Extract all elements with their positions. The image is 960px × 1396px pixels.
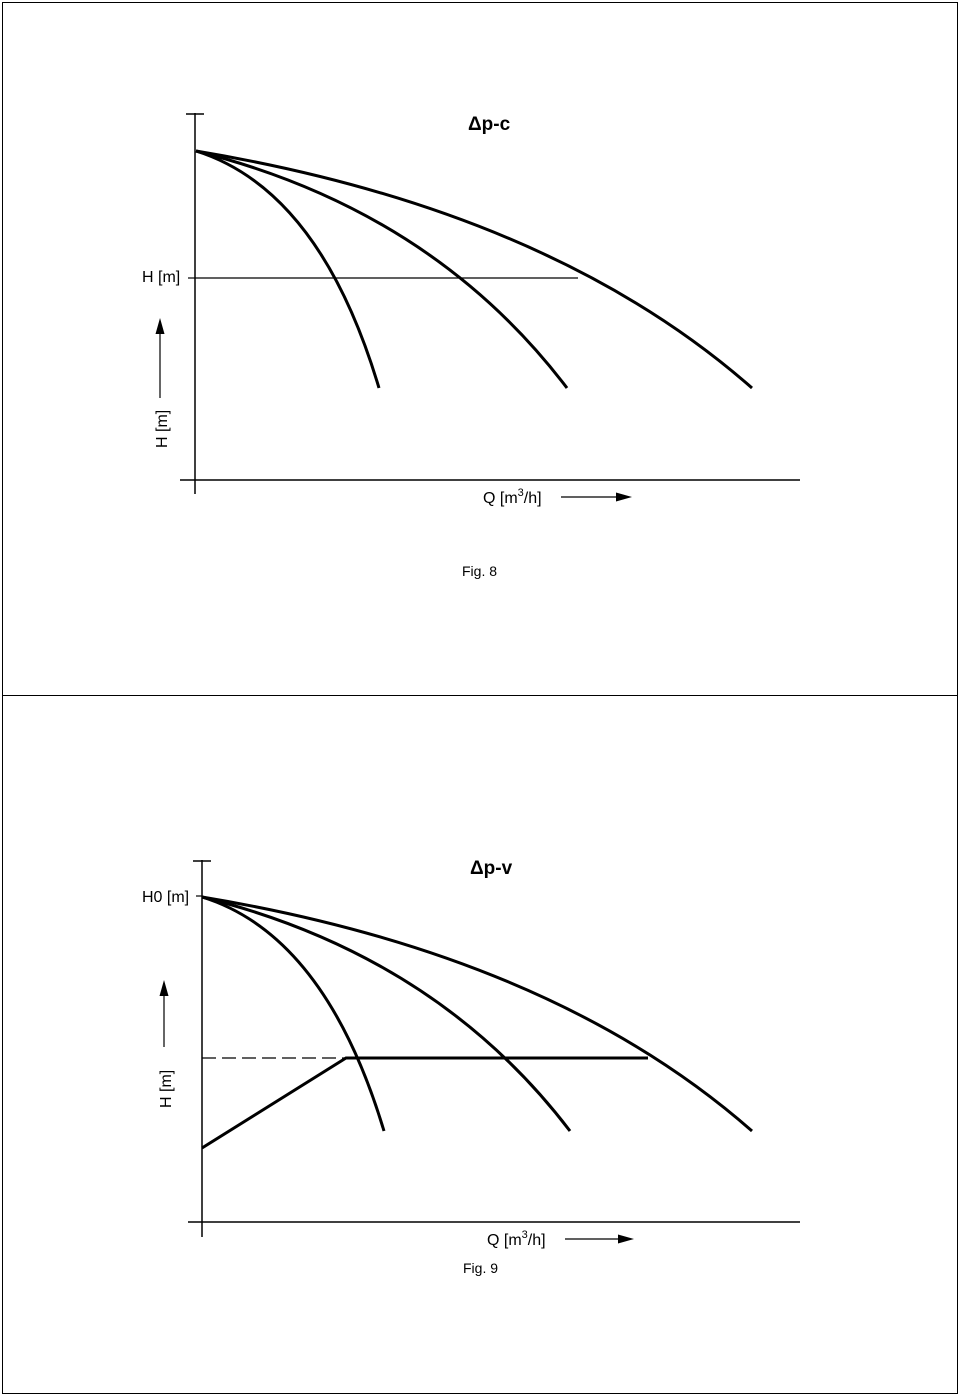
fig9-pump-curve-mid <box>201 895 572 1132</box>
fig9-h0-tick-label: H0 [m] <box>142 889 189 906</box>
fig8-x-axis-label: Q [m3/h] <box>483 487 542 507</box>
fig9-x-axis-label: Q [m3/h] <box>487 1229 546 1249</box>
fig8-caption: Fig. 8 <box>462 563 497 579</box>
fig9-caption: Fig. 9 <box>463 1260 498 1276</box>
fig9-x-axis-label-end: /h] <box>528 1232 546 1249</box>
fig9-proportional-pressure-line <box>201 1056 648 1150</box>
fig9-y-axis-label: H [m] <box>158 1070 175 1108</box>
fig9-y-arrow-head-icon <box>159 980 169 996</box>
fig9-diagram: Δp-v H0 [m] H [m] Q [m3/h] Fig. 9 <box>142 858 800 1276</box>
fig9-x-axis-label-main: Q [m <box>487 1232 522 1249</box>
fig9-pump-curve-min <box>201 895 386 1132</box>
fig8-x-arrow-head-icon <box>616 492 632 502</box>
fig8-y-axis-label: H [m] <box>154 410 171 448</box>
fig9-pump-curve-max <box>201 895 753 1133</box>
fig8-pump-curve-mid <box>195 149 569 389</box>
fig8-x-axis-label-main: Q [m <box>483 490 518 507</box>
fig8-diagram: Δp-c H [m] H [m] Q [m3/h] Fig. 8 <box>142 113 800 579</box>
fig9-title: Δp-v <box>470 858 513 879</box>
fig8-pump-curve-max <box>195 149 753 390</box>
fig9-x-arrow-head-icon <box>618 1234 634 1244</box>
figure-9-panel <box>2 695 958 1394</box>
fig8-x-axis-label-sup: 3 <box>518 487 524 499</box>
fig8-h-tick-label: H [m] <box>142 269 180 286</box>
fig8-pump-curve-min <box>195 149 381 389</box>
fig9-x-axis-label-sup: 3 <box>522 1229 528 1241</box>
fig8-y-arrow-head-icon <box>155 318 165 334</box>
fig8-title: Δp-c <box>468 114 511 135</box>
fig8-x-axis-label-end: /h] <box>524 490 542 507</box>
